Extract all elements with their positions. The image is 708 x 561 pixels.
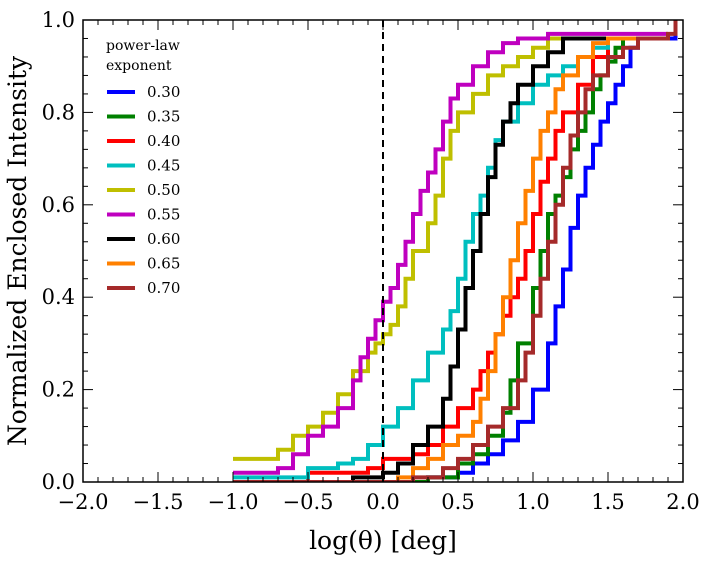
x-axis-label: log(θ) [deg]: [309, 526, 457, 555]
series-line-0-65: [233, 36, 668, 482]
x-tick-label: −1.0: [208, 490, 259, 514]
series-line-0-30: [233, 33, 678, 482]
legend-title-line-2: exponent: [106, 58, 172, 74]
axis-ticks: [82, 19, 684, 483]
legend-items: 0.30 0.35 0.40 0.45 0.50 0.55 0.60 0.65 0.70: [107, 83, 180, 297]
x-tick-label: 1.0: [516, 490, 549, 514]
x-tick-label: −1.5: [133, 490, 184, 514]
legend-label-0-40: 0.40: [147, 132, 180, 150]
legend: power-law exponent 0.300.350.400.450.500…: [106, 38, 180, 297]
y-axis-label: Normalized Enclosed Intensity: [3, 55, 32, 446]
series-line-0-70: [233, 20, 678, 482]
series-line-0-60: [233, 36, 668, 482]
x-tick-label: −0.5: [283, 490, 334, 514]
legend-label-0-35: 0.35: [147, 108, 180, 126]
legend-label-0-60: 0.60: [147, 230, 180, 248]
series-line-0-55: [233, 31, 668, 475]
legend-label-0-55: 0.55: [147, 206, 180, 224]
y-tick-label: 0.8: [42, 100, 75, 124]
y-tick-label: 0.2: [42, 378, 75, 402]
legend-label-0-70: 0.70: [147, 279, 180, 297]
x-tick-label: 0.0: [366, 490, 399, 514]
y-tick-label: 0.6: [42, 193, 75, 217]
series-line-0-50: [233, 36, 668, 461]
y-tick-label: 0.4: [42, 285, 75, 309]
y-tick-label: 0.0: [42, 470, 75, 494]
x-tick-label: −2.0: [58, 490, 109, 514]
legend-label-0-30: 0.30: [147, 83, 180, 101]
x-tick-label: 1.5: [591, 490, 624, 514]
y-tick-label: 1.0: [42, 8, 75, 32]
tick-labels: −2.0 −1.5 −1.0 −0.5 0.0 0.5 1.0 1.5 2.0 0.0 0.2 0.4…: [42, 8, 700, 514]
legend-label-0-65: 0.65: [147, 255, 180, 273]
x-tick-label: 2.0: [666, 490, 699, 514]
series-line-0-45: [233, 36, 668, 480]
x-tick-label: 0.5: [441, 490, 474, 514]
legend-label-0-50: 0.50: [147, 181, 180, 199]
series-lines: [233, 20, 678, 482]
legend-label-0-45: 0.45: [147, 157, 180, 175]
legend-title-line-1: power-law: [106, 38, 180, 54]
